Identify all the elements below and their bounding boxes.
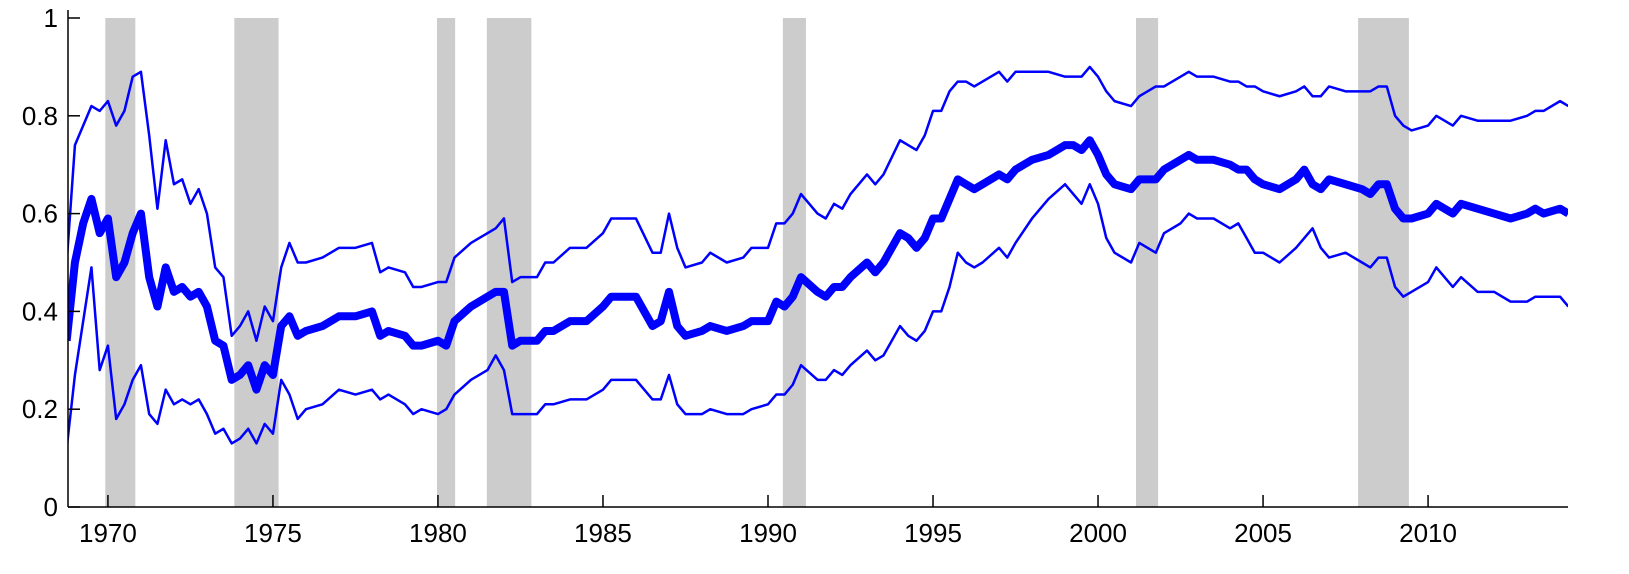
recession-band	[1358, 18, 1409, 507]
x-tick-label: 1980	[409, 518, 467, 548]
recession-band	[436, 18, 456, 507]
plot-area	[68, 18, 1568, 507]
x-tick-label: 1975	[244, 518, 302, 548]
series-line	[68, 65, 1568, 342]
series-line	[68, 183, 1568, 448]
y-tick-label: 1	[44, 3, 58, 33]
x-tick-label: 2010	[1399, 518, 1457, 548]
recession-band	[1135, 18, 1159, 507]
x-tick-label: 1970	[79, 518, 137, 548]
x-tick-label: 2005	[1234, 518, 1292, 548]
y-tick-label: 0.4	[22, 296, 58, 326]
x-tick-label: 2000	[1069, 518, 1127, 548]
y-tick-label: 0.8	[22, 101, 58, 131]
recession-band	[782, 18, 806, 507]
x-tick-label: 1995	[904, 518, 962, 548]
x-tick-label: 1985	[574, 518, 632, 548]
x-tick-label: 1990	[739, 518, 797, 548]
y-tick-label: 0	[44, 492, 58, 522]
y-tick-label: 0.6	[22, 199, 58, 229]
series-line	[68, 136, 1568, 394]
recession-band	[234, 18, 279, 507]
axes: 0 0.2 0.4 0.6 0.8 1 1970 1975 1980 1985 1990 1995 20…	[22, 3, 1568, 548]
y-tick-label: 0.2	[22, 394, 58, 424]
